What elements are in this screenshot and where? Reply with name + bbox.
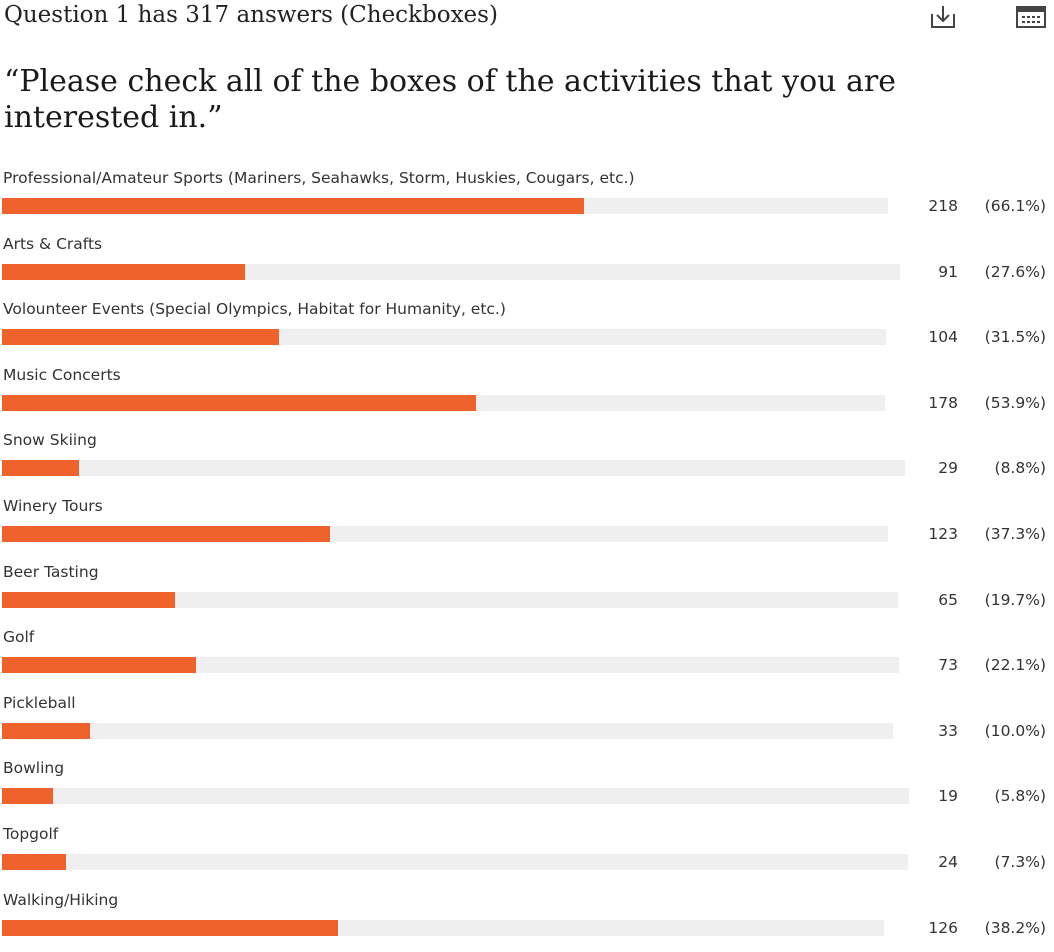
answer-percent: (38.2%) [984, 918, 1046, 937]
answer-row: Professional/Amateur Sports (Mariners, S… [0, 165, 1054, 231]
download-icon [928, 4, 958, 30]
answer-percent: (53.9%) [984, 393, 1046, 412]
download-button[interactable] [926, 2, 960, 32]
answer-row: Walking/Hiking 126 (38.2%) [0, 887, 1054, 952]
answer-bar-fill [2, 657, 196, 674]
answer-label: Volounteer Events (Special Olympics, Hab… [3, 300, 506, 319]
answer-row: Bowling 19 (5.8%) [0, 755, 1054, 821]
answer-bar-fill [2, 525, 330, 542]
answer-bar-fill [2, 460, 79, 477]
answer-bar-track [2, 657, 899, 674]
spreadsheet-button[interactable] [1014, 2, 1048, 32]
answer-row: Volounteer Events (Special Olympics, Hab… [0, 296, 1054, 362]
answer-bar-track [2, 722, 893, 739]
answer-count: 218 [928, 197, 958, 215]
answer-count: 123 [928, 524, 958, 543]
answer-row: Music Concerts 178 (53.9%) [0, 362, 1054, 428]
answer-label: Music Concerts [3, 365, 121, 384]
answer-label: Arts & Crafts [3, 234, 103, 253]
answer-bar-track [2, 853, 908, 870]
answer-bar-fill [2, 591, 175, 608]
answer-bar-fill [2, 853, 66, 870]
answer-row: Topgolf 24 (7.3%) [0, 821, 1054, 887]
answer-row: Snow Skiing 29 (8.8%) [0, 427, 1054, 493]
answer-count: 19 [938, 787, 958, 806]
answer-bar-fill [2, 788, 53, 805]
answer-bar-track [2, 788, 909, 805]
answer-count: 29 [938, 459, 958, 478]
answer-row: Pickleball 33 (10.0%) [0, 690, 1054, 756]
answer-bar-track [2, 198, 888, 214]
question-title: “Please check all of the boxes of the ac… [4, 64, 896, 135]
answer-bar-track [2, 591, 898, 608]
answer-label: Snow Skiing [3, 431, 97, 450]
answer-label: Winery Tours [3, 496, 103, 515]
results-header: Question 1 has 317 answers (Checkboxes) [4, 0, 1050, 34]
answer-percent: (5.8%) [994, 787, 1046, 806]
answer-count: 73 [938, 656, 958, 675]
answer-bar-fill [2, 722, 90, 739]
answer-percent: (27.6%) [984, 262, 1046, 281]
answer-bar-track [2, 263, 900, 280]
answer-percent: (19.7%) [984, 590, 1046, 609]
answer-percent: (10.0%) [984, 721, 1046, 740]
answer-bar-track [2, 460, 905, 477]
answer-row: Beer Tasting 65 (19.7%) [0, 559, 1054, 625]
answer-count: 33 [938, 721, 958, 740]
answer-percent: (66.1%) [984, 197, 1046, 215]
spreadsheet-icon [1015, 5, 1047, 29]
answer-label: Pickleball [3, 693, 76, 712]
answer-results-list: Professional/Amateur Sports (Mariners, S… [0, 165, 1054, 952]
answer-label: Walking/Hiking [3, 890, 119, 909]
answer-bar-fill [2, 394, 476, 411]
answer-row: Golf 73 (22.1%) [0, 624, 1054, 690]
answer-label: Bowling [3, 759, 65, 778]
answer-label: Golf [3, 628, 35, 647]
answer-percent: (37.3%) [984, 524, 1046, 543]
answer-count: 24 [938, 852, 958, 871]
answer-percent: (31.5%) [984, 328, 1046, 347]
answer-bar-track [2, 525, 888, 542]
answer-bar-track [2, 919, 884, 936]
answer-count: 104 [928, 328, 958, 347]
answer-percent: (7.3%) [994, 852, 1046, 871]
answer-label: Beer Tasting [3, 562, 99, 581]
answer-count: 65 [938, 590, 958, 609]
answer-count: 91 [938, 262, 958, 281]
answer-label: Topgolf [3, 824, 59, 843]
answer-bar-fill [2, 198, 584, 214]
answer-bar-track [2, 394, 885, 411]
answer-bar-track [2, 329, 886, 346]
answer-label: Professional/Amateur Sports (Mariners, S… [3, 169, 635, 187]
answer-count: 126 [928, 918, 958, 937]
answer-bar-fill [2, 263, 245, 280]
answer-bar-fill [2, 919, 338, 936]
answer-count: 178 [928, 393, 958, 412]
answer-percent: (8.8%) [994, 459, 1046, 478]
answer-bar-fill [2, 329, 279, 346]
answer-row: Arts & Crafts 91 (27.6%) [0, 231, 1054, 297]
question-count: Question 1 has 317 answers (Checkboxes) [4, 2, 498, 28]
answer-percent: (22.1%) [984, 656, 1046, 675]
answer-row: Winery Tours 123 (37.3%) [0, 493, 1054, 559]
